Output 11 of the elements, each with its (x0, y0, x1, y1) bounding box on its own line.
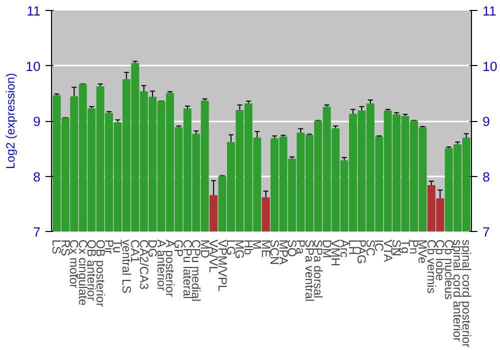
y2-tick-label: 9 (482, 114, 490, 129)
y-tick-label: 9 (33, 114, 41, 129)
y2-tick-label: 8 (482, 169, 490, 184)
y2-tick-label: 7 (482, 224, 490, 240)
y2-tick-label: 11 (482, 4, 496, 18)
y-tick-label: 10 (26, 58, 41, 74)
y-tick-label: 7 (33, 224, 41, 240)
y-axis-title: Log2 (expression) (4, 72, 18, 170)
y-tick-label: 11 (26, 4, 41, 18)
y2-tick-label: 10 (482, 58, 498, 74)
y-tick-label: 8 (33, 169, 41, 184)
